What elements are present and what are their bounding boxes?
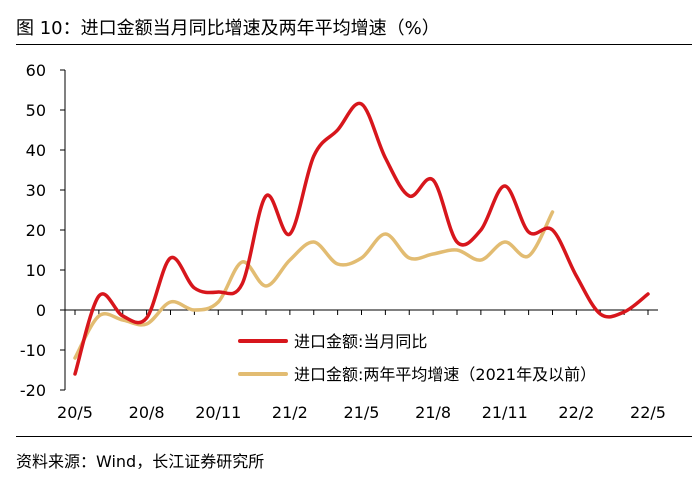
y-tick-label: 50 [26, 101, 46, 120]
source-note: 资料来源：Wind，长江证券研究所 [16, 452, 265, 471]
x-tick-label: 21/5 [344, 403, 380, 422]
y-tick-label: 0 [36, 301, 46, 320]
y-tick-label: 10 [26, 261, 46, 280]
y-tick-label: -20 [20, 381, 46, 400]
y-tick-label: 20 [26, 221, 46, 240]
x-tick-label: 21/8 [415, 403, 451, 422]
y-ticks: -20 -10 0 10 20 30 40 50 60 [20, 61, 65, 400]
x-tick-label: 20/5 [57, 403, 93, 422]
y-tick-label: -10 [20, 341, 46, 360]
y-tick-label: 40 [26, 141, 46, 160]
y-tick-label: 30 [26, 181, 46, 200]
x-tick-label: 22/2 [558, 403, 594, 422]
chart-title: 图 10：进口金额当月同比增速及两年平均增速（%） [16, 18, 440, 39]
series-lines [73, 101, 650, 376]
series-line-yoy [73, 101, 650, 376]
x-tick-label: 20/11 [195, 403, 241, 422]
x-tick-label: 20/8 [129, 403, 165, 422]
source-rule [16, 436, 692, 437]
series-line-2yr-avg [73, 210, 555, 360]
y-tick-label: 60 [26, 61, 46, 80]
legend-label-yoy: 进口金额:当月同比 [294, 332, 427, 351]
x-tick-label: 21/11 [482, 403, 528, 422]
legend-label-2yr-avg: 进口金额:两年平均增速（2021年及以前） [294, 365, 596, 384]
x-tick-label: 21/2 [272, 403, 308, 422]
title-rule [16, 44, 692, 45]
x-ticks: 20/5 20/8 20/11 21/2 21/5 21/8 21/11 22/2 22/5 [57, 310, 666, 422]
x-tick-label: 22/5 [630, 403, 666, 422]
legend: 进口金额:当月同比 进口金额:两年平均增速（2021年及以前） [238, 332, 596, 384]
